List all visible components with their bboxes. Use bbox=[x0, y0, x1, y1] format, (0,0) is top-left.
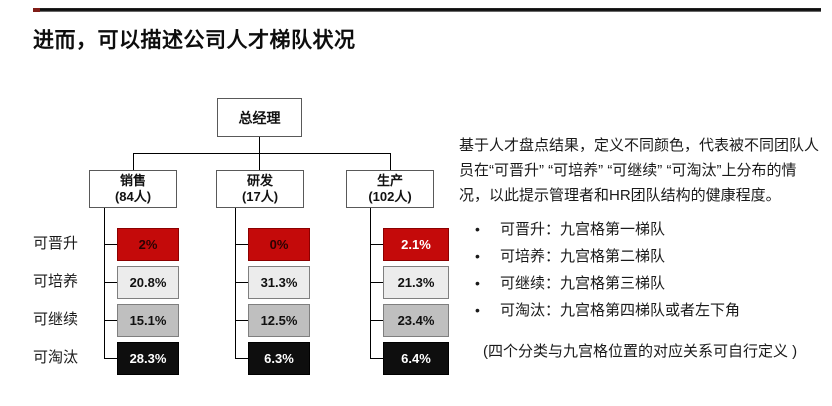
legend-bullet-promotable: 可晋升：九宫格第一梯队 bbox=[459, 216, 823, 243]
title-rule bbox=[40, 8, 821, 12]
connector-root-stem bbox=[259, 137, 260, 153]
value-box-production-continuable: 23.4% bbox=[383, 304, 449, 337]
value-box-rd-promotable: 0% bbox=[248, 228, 310, 261]
connector-stub bbox=[370, 244, 383, 245]
connector-column-rd bbox=[235, 208, 236, 358]
explanation-panel: 基于人才盘点结果，定义不同颜色，代表被不同团队人员在“可晋升” “可培养” “可… bbox=[459, 133, 823, 361]
dept-name: 销售 bbox=[119, 173, 146, 188]
connector-column-production bbox=[370, 208, 371, 358]
dept-headcount: (84人) bbox=[114, 189, 152, 204]
value-box-rd-eliminable: 6.3% bbox=[248, 342, 310, 375]
legend-bullet-eliminable: 可淘汰：九宫格第四梯队或者左下角 bbox=[459, 297, 823, 324]
dept-headcount: (102人) bbox=[368, 189, 412, 204]
page-title: 进而，可以描述公司人才梯队状况 bbox=[33, 29, 356, 52]
connector-drop-production bbox=[390, 153, 391, 170]
org-box-label: 总经理 bbox=[238, 109, 281, 126]
row-label-developable: 可培养 bbox=[33, 273, 79, 290]
connector-stub bbox=[104, 358, 117, 359]
org-box-production: 生产 (102人) bbox=[346, 170, 434, 208]
connector-column-sales bbox=[104, 208, 105, 358]
connector-drop-rd bbox=[259, 153, 260, 170]
row-label-eliminable: 可淘汰 bbox=[33, 349, 79, 366]
value-box-production-promotable: 2.1% bbox=[383, 228, 449, 261]
value-box-production-developable: 21.3% bbox=[383, 266, 449, 299]
row-label-promotable: 可晋升 bbox=[33, 235, 79, 252]
org-box-general-manager: 总经理 bbox=[217, 98, 302, 137]
org-box-sales: 销售 (84人) bbox=[89, 170, 177, 208]
explanation-note: (四个分类与九宫格位置的对应关系可自行定义 ) bbox=[483, 343, 798, 360]
connector-stub bbox=[104, 282, 117, 283]
value-box-rd-developable: 31.3% bbox=[248, 266, 310, 299]
connector-horizontal-bus bbox=[133, 153, 391, 154]
connector-stub bbox=[104, 244, 117, 245]
dept-name: 生产 bbox=[376, 173, 403, 188]
connector-stub bbox=[370, 282, 383, 283]
value-box-production-eliminable: 6.4% bbox=[383, 342, 449, 375]
dept-name: 研发 bbox=[246, 173, 273, 188]
connector-stub bbox=[235, 282, 248, 283]
value-box-sales-promotable: 2% bbox=[117, 228, 179, 261]
connector-stub bbox=[235, 244, 248, 245]
connector-stub bbox=[235, 358, 248, 359]
dept-headcount: (17人) bbox=[241, 189, 279, 204]
value-box-sales-continuable: 15.1% bbox=[117, 304, 179, 337]
connector-drop-sales bbox=[133, 153, 134, 170]
title-rule-accent bbox=[33, 8, 40, 12]
legend-bullet-continuable: 可继续：九宫格第三梯队 bbox=[459, 270, 823, 297]
explanation-intro: 基于人才盘点结果，定义不同颜色，代表被不同团队人员在“可晋升” “可培养” “可… bbox=[459, 137, 820, 204]
legend-bullet-developable: 可培养：九宫格第二梯队 bbox=[459, 243, 823, 270]
value-box-sales-eliminable: 28.3% bbox=[117, 342, 179, 375]
org-box-rd: 研发 (17人) bbox=[216, 170, 304, 208]
connector-stub bbox=[104, 320, 117, 321]
value-box-sales-developable: 20.8% bbox=[117, 266, 179, 299]
row-label-continuable: 可继续 bbox=[33, 311, 79, 328]
connector-stub bbox=[235, 320, 248, 321]
connector-stub bbox=[370, 358, 383, 359]
legend-bullet-list: 可晋升：九宫格第一梯队 可培养：九宫格第二梯队 可继续：九宫格第三梯队 可淘汰：… bbox=[459, 216, 823, 324]
connector-stub bbox=[370, 320, 383, 321]
value-box-rd-continuable: 12.5% bbox=[248, 304, 310, 337]
